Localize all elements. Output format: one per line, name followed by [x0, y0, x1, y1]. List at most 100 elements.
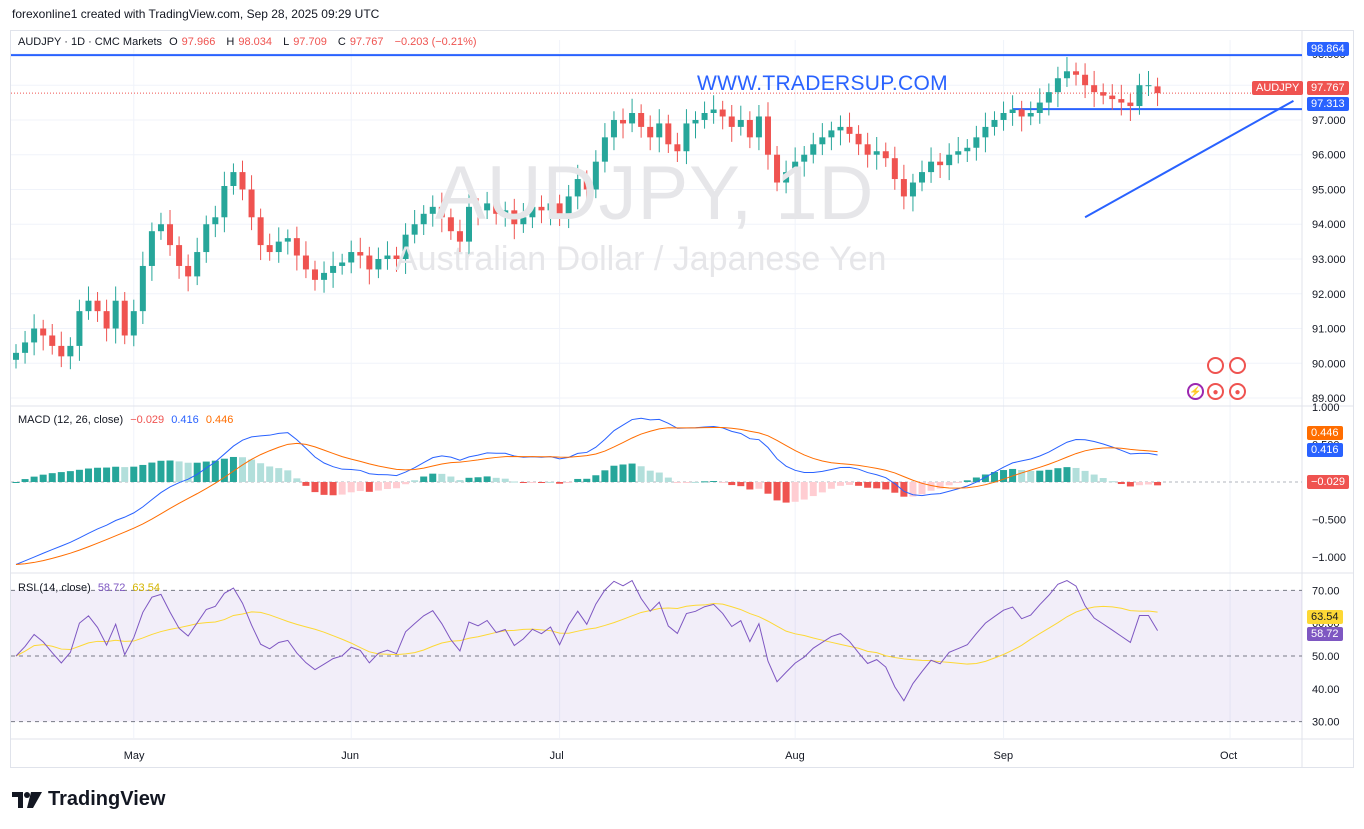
support-price-tag: 97.313	[1307, 97, 1349, 111]
macd-histogram-bar	[12, 482, 20, 483]
macd-histogram-bar	[139, 464, 147, 482]
candle-body	[266, 245, 273, 253]
candle-body	[746, 119, 753, 138]
candle-body	[1045, 92, 1052, 103]
macd-histogram-bar	[1145, 482, 1152, 485]
jp-event-icon-2[interactable]: ●	[1229, 383, 1246, 400]
macd-histogram-bar	[836, 482, 844, 486]
candle-body	[1100, 92, 1107, 96]
macd-histogram-bar	[184, 462, 192, 482]
macd-histogram-bar	[800, 482, 808, 500]
candle-body	[130, 311, 137, 336]
rsi-legend[interactable]: RSI (14, close) 58.72 63.54	[18, 582, 164, 594]
candle-body	[257, 217, 264, 246]
brand-name: TradingView	[48, 788, 166, 810]
candle-body	[900, 179, 907, 197]
macd-histogram-bar	[1045, 469, 1053, 482]
macd-histogram-bar	[1063, 467, 1071, 482]
macd-histogram-bar	[628, 463, 636, 482]
macd-histogram-bar	[855, 482, 863, 486]
macd-histogram-bar	[945, 482, 953, 486]
macd-histogram-bar	[311, 482, 319, 493]
macd-histogram-bar	[972, 477, 980, 482]
candle-body	[755, 116, 762, 138]
macd-histogram-bar	[1099, 478, 1107, 482]
candle-body	[891, 158, 898, 180]
macd-histogram-bar	[519, 482, 527, 483]
legend-o-label: O 97.966	[169, 36, 219, 48]
candle-body	[737, 119, 744, 127]
candle-body	[873, 151, 880, 155]
candle-body	[656, 123, 663, 138]
macd-histogram-bar	[239, 457, 246, 482]
macd-histogram-bar	[193, 462, 201, 482]
time-tick-label: Jul	[550, 750, 564, 762]
macd-histogram-bar	[57, 472, 65, 482]
candle-body	[610, 119, 617, 138]
time-tick-label: May	[124, 750, 145, 762]
macd-histogram-bar	[84, 468, 92, 482]
macd-histogram-bar	[619, 464, 627, 482]
candle-body	[185, 265, 192, 277]
candle-body	[728, 116, 735, 127]
candle-body	[973, 137, 980, 148]
jp-event-icon[interactable]: ●	[1207, 383, 1224, 400]
macd-histogram-bar	[673, 482, 681, 483]
macd-histogram-bar	[1054, 468, 1062, 482]
macd-histogram-bar	[682, 482, 690, 483]
macd-histogram-bar	[356, 482, 364, 492]
macd-histogram-bar	[365, 482, 373, 492]
candle-body	[719, 109, 726, 117]
macd-histogram-bar	[746, 482, 754, 490]
candle-body	[583, 179, 590, 190]
time-tick-label: Jun	[341, 750, 359, 762]
macd-histogram-bar	[474, 477, 482, 482]
candle-body	[275, 241, 282, 253]
macd-histogram-bar	[710, 481, 718, 483]
macd-histogram-bar	[846, 482, 854, 485]
macd-tick-label: −0.500	[1312, 515, 1346, 527]
macd-signal-tag: 0.446	[1307, 426, 1343, 440]
macd-histogram-bar	[1117, 482, 1125, 485]
rsi-tag: 58.72	[1307, 627, 1343, 641]
symbol-legend[interactable]: AUDJPY · 1D · CMC Markets O 97.966 H 98.03…	[18, 36, 481, 48]
rsi-tick-label: 30.00	[1312, 717, 1340, 729]
macd-histogram-bar	[1027, 470, 1035, 482]
rsi-value: 58.72	[97, 582, 126, 594]
macd-histogram-bar	[655, 472, 663, 482]
macd-legend[interactable]: MACD (12, 26, close) −0.029 0.416 0.446	[18, 414, 237, 426]
macd-line-value: 0.416	[171, 414, 199, 426]
rsi-line	[15, 579, 1158, 702]
candle-body	[103, 311, 110, 329]
macd-histogram-bar	[891, 482, 899, 493]
candle-body	[629, 113, 636, 124]
macd-histogram-bar	[637, 466, 645, 482]
candle-body	[1054, 78, 1061, 93]
candle-body	[148, 231, 155, 266]
au-flag-event-icon[interactable]	[1207, 357, 1224, 374]
candle-body	[855, 133, 862, 145]
c-value: 97.767	[349, 36, 384, 48]
candle-body	[230, 172, 237, 186]
trendline	[1084, 99, 1294, 219]
candle-body	[456, 231, 463, 242]
dividend-event-icon[interactable]: ⚡	[1187, 383, 1204, 400]
au-flag-event-icon-2[interactable]	[1229, 357, 1246, 374]
candle-body	[511, 210, 518, 225]
h-value: 98.034	[238, 36, 272, 48]
macd-histogram-bar	[528, 482, 536, 483]
macd-histogram-bar	[1000, 470, 1008, 482]
macd-histogram-bar	[963, 480, 971, 482]
candle-body	[321, 272, 328, 280]
macd-histogram-bar	[773, 482, 781, 501]
macd-histogram-bar	[510, 481, 518, 483]
candle-body	[203, 224, 210, 253]
macd-histogram-bar	[112, 466, 120, 482]
rsi-ma-line	[15, 603, 1158, 665]
macd-histogram-bar	[646, 470, 654, 482]
price-tick-label: 92.000	[1312, 289, 1346, 301]
tradingview-logo[interactable]: TradingView	[12, 788, 165, 811]
legend-change: −0.203 (−0.21%)	[394, 36, 477, 48]
candle-body	[1000, 113, 1007, 120]
